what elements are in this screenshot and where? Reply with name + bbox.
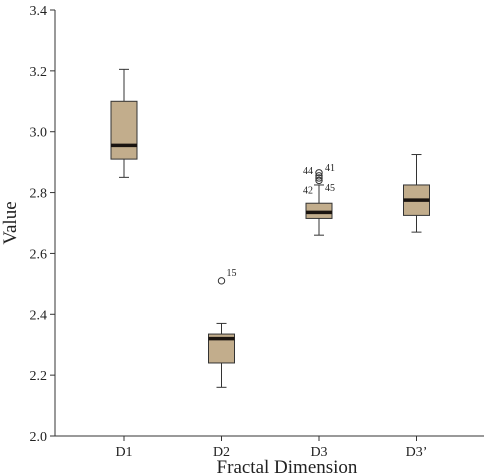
outlier-point xyxy=(217,277,226,285)
box-3: 42 45 44 41 xyxy=(303,163,335,236)
outlier-point xyxy=(315,169,323,177)
y-tick-label: 3.2 xyxy=(30,65,48,80)
y-tick-label: 2.2 xyxy=(30,369,48,384)
y-tick-label: 2.4 xyxy=(30,308,48,323)
y-tick-label: 2.8 xyxy=(30,187,48,202)
boxes: 15 42 45 44 41 xyxy=(110,68,430,388)
y-axis-title: Value xyxy=(0,201,21,244)
outlier-label: 15 xyxy=(227,268,237,279)
outlier-point xyxy=(315,176,323,185)
y-tick-label: 2.6 xyxy=(30,247,48,262)
y-tick-label: 2.0 xyxy=(30,430,48,445)
y-ticks: 2.0 2.2 2.4 2.6 2.8 3.0 3.2 3.4 xyxy=(30,4,55,445)
y-tick-label: 3.0 xyxy=(30,126,48,141)
box-4 xyxy=(403,154,430,233)
outlier-point xyxy=(315,172,323,180)
x-tick-label: D3 xyxy=(310,445,327,460)
axes xyxy=(54,10,484,437)
outlier-label: 42 xyxy=(303,185,313,196)
outlier-point xyxy=(315,174,323,182)
box-1 xyxy=(110,68,138,178)
box-iqr xyxy=(110,100,138,160)
outlier-label: 44 xyxy=(303,166,313,177)
x-ticks: D1 D2 D3 D3’ xyxy=(115,436,427,460)
outlier-label: 41 xyxy=(325,163,335,174)
y-tick-label: 3.4 xyxy=(30,4,48,19)
x-axis-title: Fractal Dimension xyxy=(217,457,358,476)
box-2: 15 xyxy=(208,268,237,388)
x-tick-label: D2 xyxy=(213,445,230,460)
x-tick-label: D3’ xyxy=(406,445,428,460)
outlier-label: 45 xyxy=(325,183,335,194)
x-tick-label: D1 xyxy=(115,445,132,460)
